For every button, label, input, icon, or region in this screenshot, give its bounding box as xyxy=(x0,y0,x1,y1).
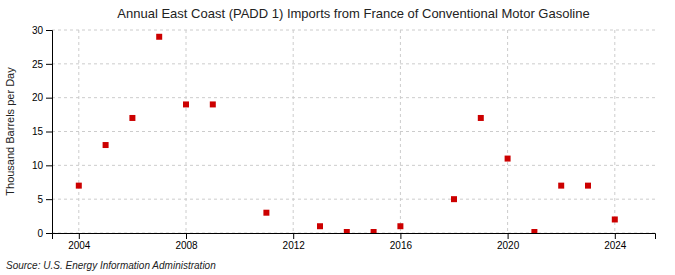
grid-line xyxy=(52,131,655,132)
point xyxy=(371,229,377,233)
axis-line xyxy=(46,31,53,234)
tick: 10 xyxy=(32,160,52,171)
chart: Annual East Coast (PADD 1) Imports from … xyxy=(0,0,675,275)
y-axis: 0 5 10 15 20 25 30 xyxy=(32,25,53,239)
point xyxy=(585,183,591,189)
tick: 2008 xyxy=(175,233,198,251)
points xyxy=(76,34,618,233)
plot: 2004 2008 2012 2016 2020 2024 0 5 10 15 20 25 30 xyxy=(32,25,656,251)
tick-mark xyxy=(46,199,52,200)
tick: 30 xyxy=(32,25,52,36)
point xyxy=(76,183,82,189)
point xyxy=(156,34,162,40)
x-axis: 2004 2008 2012 2016 2020 2024 xyxy=(53,233,656,251)
tick-mark xyxy=(615,233,616,239)
point xyxy=(317,223,323,229)
tick-label: 25 xyxy=(32,59,44,70)
tick: 0 xyxy=(37,228,52,239)
grid-line xyxy=(186,30,187,233)
grid-line xyxy=(78,30,79,233)
point xyxy=(612,216,618,222)
tick: 15 xyxy=(32,126,52,137)
point xyxy=(129,115,135,121)
point xyxy=(210,101,216,107)
title: Annual East Coast (PADD 1) Imports from … xyxy=(117,6,589,21)
tick: 5 xyxy=(37,194,52,205)
tick-label: 2004 xyxy=(68,240,91,251)
point xyxy=(344,229,350,233)
point xyxy=(505,156,511,162)
tick-label: 30 xyxy=(32,25,44,36)
point xyxy=(103,142,109,148)
axis-line xyxy=(53,234,656,240)
tick-label: 5 xyxy=(37,194,43,205)
tick-label: 2024 xyxy=(604,240,627,251)
tick: 25 xyxy=(32,59,52,70)
tick-mark xyxy=(46,165,52,166)
grid-line xyxy=(52,97,655,98)
tick: 2020 xyxy=(497,233,520,251)
tick-label: 2008 xyxy=(175,240,198,251)
point xyxy=(263,210,269,216)
tick: 2024 xyxy=(604,233,627,251)
tick-mark xyxy=(79,233,80,239)
tick-label: 10 xyxy=(32,160,44,171)
point xyxy=(531,229,537,233)
source: Source: U.S. Energy Information Administ… xyxy=(6,260,216,271)
grid-line xyxy=(52,30,655,31)
y-axis-label: Thousand Barrels per Day xyxy=(4,67,16,196)
grid xyxy=(52,30,655,233)
tick: 2004 xyxy=(68,233,91,251)
grid-line xyxy=(507,30,508,233)
tick-label: 15 xyxy=(32,126,44,137)
tick-label: 20 xyxy=(32,92,44,103)
tick-mark xyxy=(46,233,52,234)
tick-mark xyxy=(508,233,509,239)
tick-label: 2016 xyxy=(390,240,413,251)
tick: 2012 xyxy=(283,233,306,251)
grid-line xyxy=(52,165,655,166)
grid-line xyxy=(400,30,401,233)
tick: 2016 xyxy=(390,233,413,251)
tick-mark xyxy=(46,98,52,99)
tick-label: 0 xyxy=(37,228,43,239)
grid-line xyxy=(293,30,294,233)
tick-label: 2012 xyxy=(283,240,306,251)
tick-mark xyxy=(46,30,52,31)
tick-mark xyxy=(400,233,401,239)
tick: 20 xyxy=(32,92,52,103)
point xyxy=(478,115,484,121)
grid-line xyxy=(52,63,655,64)
point xyxy=(451,196,457,202)
tick-mark xyxy=(46,64,52,65)
point xyxy=(558,183,564,189)
grid-line xyxy=(614,30,615,233)
tick-mark xyxy=(46,132,52,133)
tick-mark xyxy=(293,233,294,239)
grid-line xyxy=(52,199,655,200)
tick-mark xyxy=(186,233,187,239)
point xyxy=(397,223,403,229)
point xyxy=(183,101,189,107)
tick-label: 2020 xyxy=(497,240,520,251)
